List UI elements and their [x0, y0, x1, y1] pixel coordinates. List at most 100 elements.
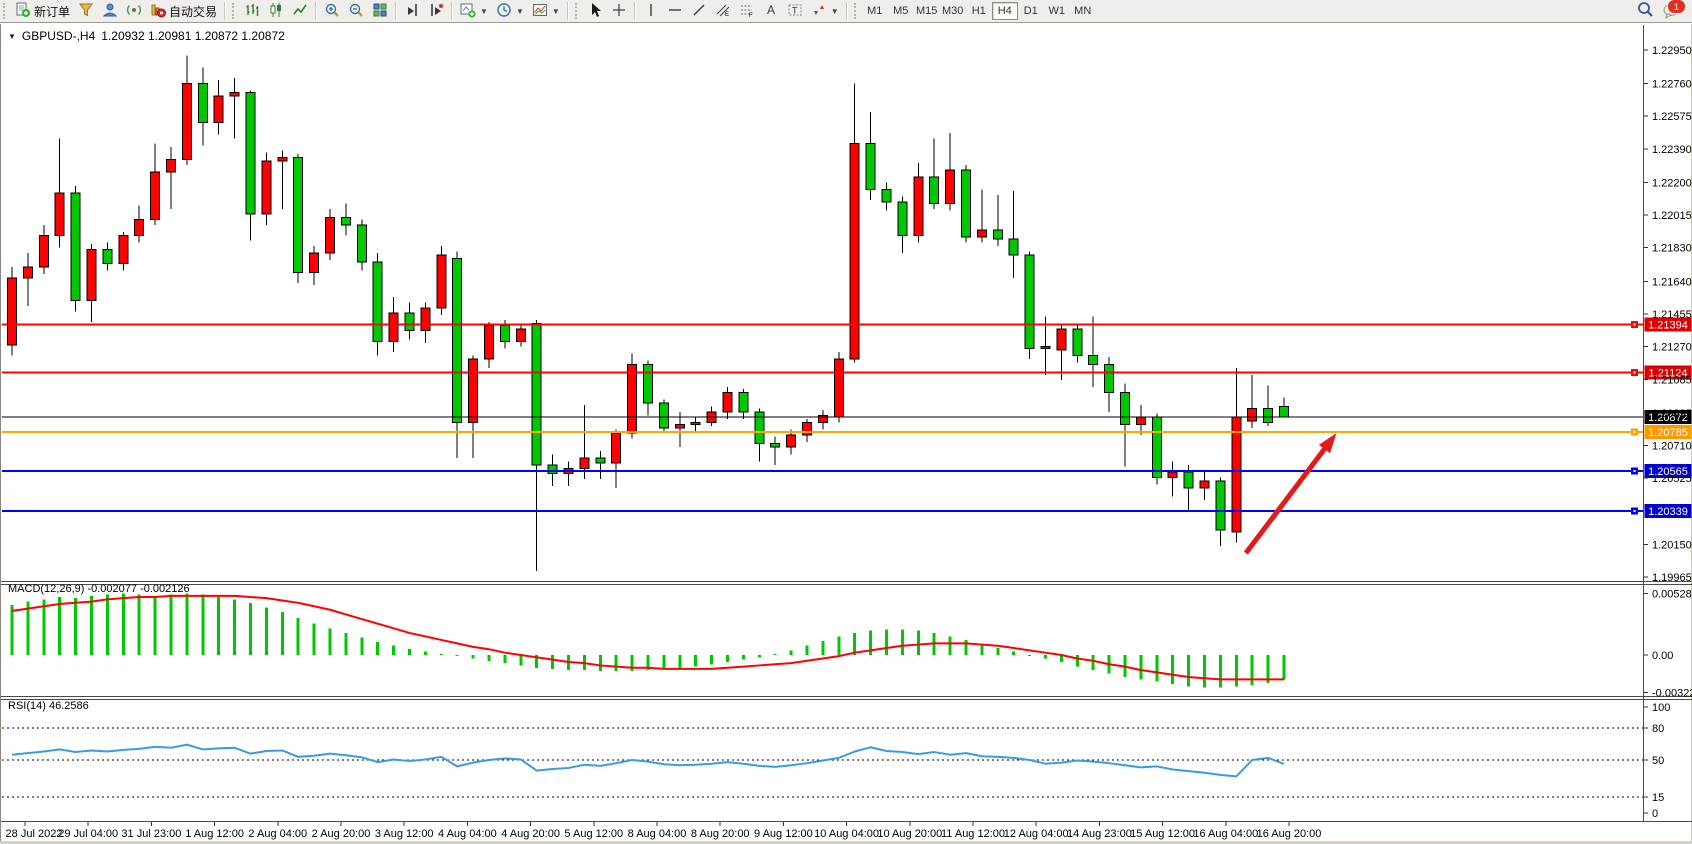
timeframe-h4-button[interactable]: H4: [991, 2, 1018, 20]
toolbar-grip[interactable]: [3, 3, 7, 19]
svg-text:16 Aug 04:00: 16 Aug 04:00: [1193, 828, 1258, 840]
toolbar-grip[interactable]: [574, 3, 579, 19]
rsi-layer: [11, 743, 1285, 778]
svg-text:1 Aug 12:00: 1 Aug 12:00: [185, 828, 244, 840]
equidistant-channel-button[interactable]: E: [711, 1, 735, 21]
text-button[interactable]: A: [759, 1, 783, 21]
svg-text:12 Aug 04:00: 12 Aug 04:00: [1004, 828, 1069, 840]
trendline-button[interactable]: [687, 1, 711, 21]
horizontal-line-icon: [667, 2, 683, 21]
svg-text:1.20872: 1.20872: [1648, 412, 1688, 424]
zoom-in-button[interactable]: [320, 1, 344, 21]
svg-text:80: 80: [1652, 723, 1664, 735]
toolbar-grip[interactable]: [232, 3, 236, 19]
timeframe-m5-button[interactable]: M5: [893, 5, 909, 17]
vertical-line-button[interactable]: [639, 1, 663, 21]
funnel-icon: [78, 2, 94, 21]
macd-indicator-label: MACD(12,26,9) -0.002077 -0.002126: [8, 583, 190, 595]
svg-text:31 Jul 23:00: 31 Jul 23:00: [121, 828, 181, 840]
main-toolbar: 新订单 自动交易: [0, 0, 1692, 23]
timeframe-m1-button[interactable]: M1: [867, 5, 883, 17]
text-label-button[interactable]: T: [783, 1, 807, 21]
timeframe-mn-button[interactable]: MN: [1074, 5, 1092, 17]
timeframe-w1-button[interactable]: W1: [1048, 5, 1065, 17]
toolbar-separator: [224, 2, 227, 20]
chart-shift-icon: [404, 2, 420, 21]
chart-shift-button[interactable]: [400, 1, 424, 21]
new-order-button[interactable]: 新订单: [11, 1, 74, 21]
new-order-icon: [15, 2, 31, 21]
svg-text:15: 15: [1652, 792, 1664, 804]
chart-title[interactable]: ▼ GBPUSD-,H4 1.20932 1.20981 1.20872 1.2…: [8, 29, 285, 43]
market-watch-button[interactable]: [74, 1, 98, 21]
tile-windows-button[interactable]: [368, 1, 392, 21]
bar-chart-button[interactable]: [240, 1, 264, 21]
timeframe-m15-button[interactable]: M15: [916, 5, 938, 17]
arrows-tool-icon: [811, 2, 827, 21]
indicators-button[interactable]: ▼: [456, 1, 492, 21]
svg-text:1.21640: 1.21640: [1652, 276, 1692, 288]
svg-text:28 Jul 2022: 28 Jul 2022: [6, 828, 63, 840]
vertical-line-icon: [643, 2, 659, 21]
svg-text:1.22390: 1.22390: [1652, 144, 1692, 156]
svg-text:1.21124: 1.21124: [1649, 367, 1688, 379]
svg-text:2 Aug 04:00: 2 Aug 04:00: [248, 828, 307, 840]
text-label-icon: T: [787, 2, 803, 21]
symbol-dropdown-icon[interactable]: ▼: [8, 31, 16, 41]
auto-scroll-icon: [428, 2, 444, 21]
svg-text:0.005286: 0.005286: [1652, 589, 1692, 601]
svg-text:F: F: [749, 13, 753, 18]
zoom-out-button[interactable]: [344, 1, 368, 21]
price-axis[interactable]: 1.21394 1.21124 1.20872 1.20785 1.20565 1.203…: [1644, 45, 1692, 820]
notifications-button[interactable]: 1: [1662, 0, 1686, 20]
auto-scroll-button[interactable]: [424, 1, 448, 21]
crosshair-icon: [611, 2, 627, 21]
chart-canvas[interactable]: 1.21394 1.21124 1.20872 1.20785 1.20565 1.203…: [0, 24, 1692, 844]
arrow-annotation[interactable]: [1243, 433, 1337, 555]
candlestick-chart-button[interactable]: [264, 1, 288, 21]
dropdown-caret-icon: ▼: [551, 6, 560, 16]
line-chart-button[interactable]: [288, 1, 312, 21]
timeframe-m30-button[interactable]: M30: [942, 5, 964, 17]
svg-text:9 Aug 12:00: 9 Aug 12:00: [754, 828, 813, 840]
cursor-button[interactable]: [583, 1, 607, 21]
timeframe-h1-button[interactable]: H1: [971, 5, 986, 17]
toolbar-separator: [315, 2, 318, 20]
timeframe-d1-button[interactable]: D1: [1023, 5, 1038, 17]
svg-text:1.21085: 1.21085: [1652, 374, 1692, 386]
templates-button[interactable]: ▼: [528, 1, 564, 21]
horizontal-line-button[interactable]: [663, 1, 687, 21]
line-chart-icon: [292, 2, 308, 21]
template-chart-icon: [532, 2, 548, 21]
terminal-button[interactable]: [122, 1, 146, 21]
fibonacci-button[interactable]: F: [735, 1, 759, 21]
arrows-tool-button[interactable]: ▼: [807, 1, 843, 21]
svg-text:5 Aug 12:00: 5 Aug 12:00: [564, 828, 623, 840]
autotrading-button[interactable]: 自动交易: [146, 1, 221, 21]
trendline-icon: [691, 2, 707, 21]
svg-text:1.21270: 1.21270: [1652, 342, 1692, 354]
chart-window: ▼ GBPUSD-,H4 1.20932 1.20981 1.20872 1.2…: [0, 24, 1692, 844]
toolbar-grip[interactable]: [853, 3, 858, 19]
search-icon[interactable]: [1636, 0, 1654, 23]
channel-icon: E: [715, 2, 731, 21]
navigator-button[interactable]: [98, 1, 122, 21]
horizontal-lines-layer[interactable]: [2, 321, 1643, 515]
ohlc-bars-icon: [244, 2, 260, 21]
zoom-in-icon: [324, 2, 340, 21]
crosshair-button[interactable]: [607, 1, 631, 21]
svg-text:-0.003223: -0.003223: [1652, 687, 1692, 699]
periods-button[interactable]: ▼: [492, 1, 528, 21]
svg-text:29 Jul 04:00: 29 Jul 04:00: [58, 828, 118, 840]
text-icon: A: [763, 2, 779, 21]
autotrading-label: 自动交易: [169, 4, 218, 19]
dropdown-caret-icon: ▼: [515, 6, 524, 16]
svg-text:T: T: [792, 5, 798, 15]
svg-text:100: 100: [1652, 702, 1670, 714]
svg-text:4 Aug 04:00: 4 Aug 04:00: [438, 828, 497, 840]
rsi-indicator-label: RSI(14) 46.2586: [8, 700, 89, 712]
candles-layer[interactable]: [7, 55, 1289, 571]
signal-icon: [126, 2, 142, 21]
